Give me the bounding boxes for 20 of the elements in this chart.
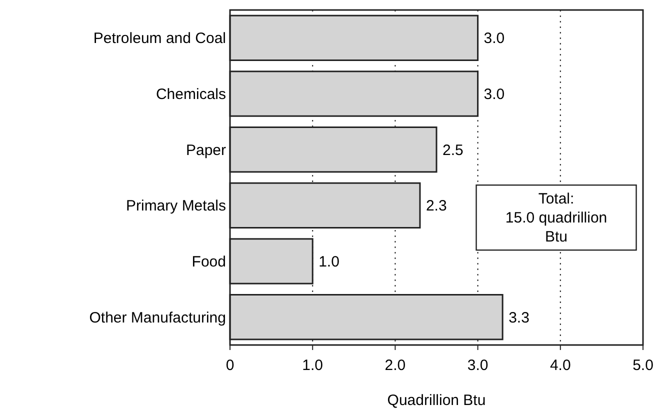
data-label: 2.5 [442, 142, 464, 159]
x-tick-label: 3.0 [467, 357, 488, 374]
annotation: Total: 15.0 quadrillion Btu [505, 190, 608, 246]
data-label: 3.0 [484, 30, 505, 48]
data-label: 1.0 [318, 254, 340, 270]
x-tick-label: 1.0 [302, 357, 324, 374]
data-label: 3.0 [484, 86, 505, 103]
y-tick-label: Petroleum and Coal [93, 30, 226, 48]
x-tick-label: 0 [226, 357, 234, 374]
y-tick-label: Chemicals [156, 86, 226, 103]
y-tick-label: Food [192, 254, 226, 270]
x-tick-label: 5.0 [632, 357, 654, 374]
y-tick-label: Primary Metals [126, 198, 226, 215]
y-tick-label: Paper [186, 142, 226, 159]
x-tick-label: 4.0 [550, 357, 571, 374]
data-label: 3.3 [508, 309, 530, 326]
x-tick-label: 2.0 [384, 357, 406, 374]
y-tick-label: Other Manufacturing [89, 309, 226, 326]
data-label: 2.3 [426, 198, 447, 215]
x-axis-title: Quadrillion Btu [387, 392, 486, 409]
